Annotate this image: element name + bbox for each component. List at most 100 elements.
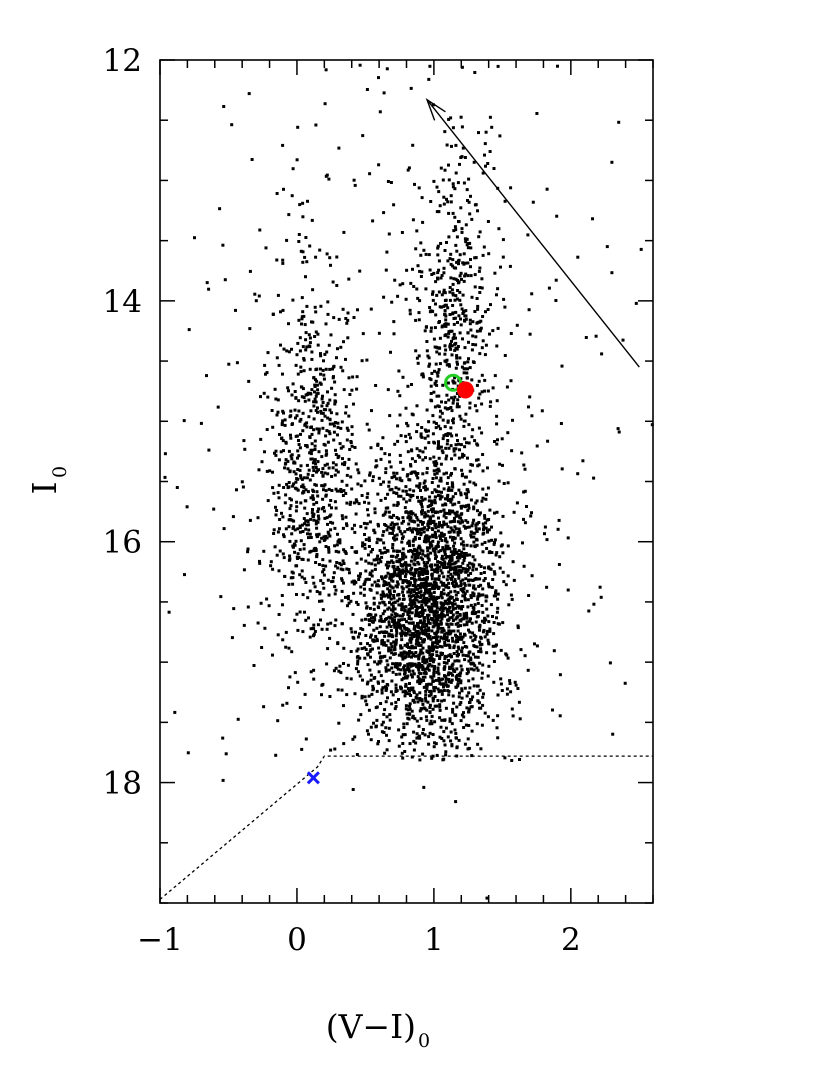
data-point-930: [461, 561, 465, 565]
data-point-2787: [345, 426, 349, 430]
data-point-3241: [326, 401, 330, 405]
data-point-3057: [312, 502, 316, 506]
data-point-3927: [452, 449, 456, 453]
data-point-750: [430, 602, 434, 606]
data-point-109: [379, 674, 383, 678]
data-point-546: [413, 595, 417, 599]
data-point-228: [467, 691, 471, 695]
data-point-2324: [454, 447, 458, 451]
data-point-3394: [309, 517, 313, 521]
data-point-1442: [383, 452, 387, 456]
data-point-3439: [437, 456, 441, 460]
data-point-3129: [295, 353, 299, 357]
data-point-1773: [369, 678, 373, 682]
data-point-1177: [399, 577, 402, 581]
data-point-3302: [287, 558, 291, 562]
data-point-4211: [300, 477, 304, 481]
data-point-3144: [350, 444, 354, 448]
data-point-2475: [449, 444, 453, 448]
data-point-3011: [341, 445, 345, 449]
data-point-1806: [442, 667, 446, 671]
data-point-460: [486, 638, 490, 642]
data-point-423: [472, 592, 476, 596]
data-point-1912: [467, 651, 471, 655]
data-point-2545: [415, 430, 419, 434]
data-point-555: [301, 630, 305, 634]
data-point-4184: [406, 516, 410, 520]
data-point-3861: [445, 197, 448, 201]
data-point-2184: [422, 485, 426, 489]
data-point-2398: [472, 507, 476, 511]
data-point-2137: [438, 565, 442, 569]
data-point-856: [403, 617, 407, 621]
data-point-2664: [429, 517, 433, 520]
data-point-1971: [363, 587, 366, 591]
data-point-1391: [451, 604, 455, 608]
data-point-1407: [424, 699, 428, 703]
data-point-2809: [310, 388, 314, 392]
data-point-2245: [441, 451, 445, 455]
data-point-1270: [390, 613, 394, 617]
data-point-4249: [387, 510, 391, 514]
data-point-2808: [300, 385, 304, 389]
data-point-1906: [394, 625, 398, 629]
data-point-1951: [459, 681, 463, 685]
data-point-2271: [479, 572, 483, 575]
data-point-1399: [406, 708, 410, 712]
data-point-1931: [447, 639, 450, 643]
data-point-1244: [385, 630, 389, 634]
data-point-2155: [415, 624, 419, 628]
data-point-2465: [446, 574, 450, 578]
data-point-3816: [470, 295, 474, 299]
data-point-2305: [461, 567, 465, 570]
data-point-2570: [427, 429, 430, 433]
data-point-2811: [316, 510, 320, 513]
data-point-4003: [422, 481, 426, 485]
data-point-1850: [436, 626, 440, 630]
data-point-3675: [483, 378, 487, 382]
data-point-2659: [396, 502, 400, 506]
data-point-2308: [407, 629, 410, 633]
data-point-1887: [353, 501, 356, 505]
data-point-3559: [434, 422, 438, 425]
data-point-2315: [441, 562, 445, 566]
data-point-1805: [413, 568, 417, 572]
data-point-932: [479, 583, 483, 587]
data-point-4014: [163, 452, 167, 456]
data-point-4208: [207, 287, 211, 291]
data-point-3490: [447, 331, 451, 335]
data-point-3255: [298, 336, 302, 340]
data-point-1677: [412, 547, 416, 551]
data-point-409: [435, 704, 439, 708]
data-point-4113: [545, 187, 549, 191]
data-point-4271: [528, 332, 532, 336]
data-point-757: [388, 713, 392, 717]
data-point-3177: [301, 429, 305, 433]
data-point-30: [453, 659, 457, 663]
data-point-2235: [449, 347, 453, 351]
data-point-2789: [298, 468, 302, 472]
data-point-2630: [480, 431, 484, 435]
data-point-1241: [423, 608, 427, 612]
data-point-1836: [374, 725, 378, 729]
data-point-1718: [436, 629, 440, 633]
data-point-3894: [460, 65, 464, 69]
data-point-2026: [510, 597, 514, 601]
data-point-2161: [435, 670, 439, 674]
data-point-3464: [425, 325, 428, 329]
data-point-2890: [288, 507, 292, 511]
data-point-2674: [480, 402, 484, 406]
data-point-3317: [315, 554, 319, 558]
data-point-1538: [420, 496, 424, 499]
data-point-894: [450, 472, 453, 475]
data-point-2408: [410, 555, 414, 559]
data-point-1162: [430, 664, 434, 668]
data-point-1866: [401, 568, 405, 572]
data-point-2419: [446, 259, 450, 263]
data-point-3970: [408, 510, 412, 514]
data-point-1749: [402, 726, 406, 729]
data-point-482: [427, 668, 431, 672]
data-point-1724: [421, 702, 425, 706]
data-point-3353: [302, 314, 306, 318]
data-point-2829: [366, 492, 370, 496]
